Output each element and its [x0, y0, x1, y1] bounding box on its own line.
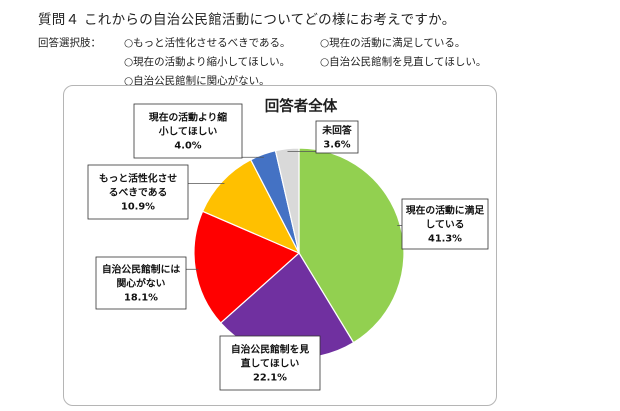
- label-box: [219, 335, 321, 391]
- question-title: 質問４ これからの自治公民館活動についてどの様にお考えですか。: [38, 12, 456, 28]
- label-box: [87, 164, 189, 220]
- slice-labels: 現在の活動に満足している41.3%自治公民館制を見直してほしい22.1%自治公民…: [87, 103, 489, 391]
- slice-percent: 10.9%: [121, 202, 155, 213]
- slice-name: 小してほしい: [159, 125, 218, 138]
- slice-label: 現在の活動より縮小してほしい 4.0%: [133, 103, 243, 159]
- slice-label: 現在の活動に満足している 41.3%: [401, 198, 489, 250]
- slice-name: 現在の活動より縮: [149, 111, 227, 124]
- label-box: [401, 198, 489, 250]
- slice-name: 現在の活動に満足: [406, 204, 485, 217]
- slice-name: 自治公民館制を見: [231, 343, 310, 356]
- pie-slice: [201, 158, 301, 255]
- label-box: [315, 120, 359, 154]
- slice-name: もっと活性化させ: [99, 172, 178, 185]
- slice-percent: 22.1%: [253, 373, 287, 384]
- slice-percent: 3.6%: [323, 140, 350, 151]
- option-item: ○現在の活動に満足している。: [320, 37, 466, 49]
- label-box: [133, 103, 243, 159]
- slice-name: 未回答: [322, 124, 352, 137]
- label-box: [95, 256, 187, 310]
- pie-slice: [274, 147, 300, 254]
- slice-percent: 18.1%: [124, 293, 158, 304]
- slice-name: るべきである: [109, 187, 168, 199]
- slice-label: もっと活性化させるべきである 10.9%: [87, 164, 189, 220]
- slice-label: 未回答 3.6%: [315, 120, 359, 154]
- options-prefix: 回答選択肢：: [38, 37, 101, 49]
- leader-lines: [186, 151, 402, 270]
- pie-chart: 回答者全体 現在の活動に満足している 41.3% 自治公民館制を見直してほしい 22.…: [87, 97, 489, 391]
- chart-frame: 回答者全体 現在の活動に満足 している 41.3% 自治公民館制を見 直してほしい 22.…: [63, 85, 497, 406]
- pie-slice: [298, 147, 405, 344]
- slice-name: 自治公民館制には: [102, 263, 181, 276]
- option-item: ○自治公民館制を見直してほしい。: [320, 56, 487, 68]
- chart-title: 回答者全体: [265, 97, 338, 115]
- slice-percent: 41.3%: [428, 234, 462, 245]
- slice-name: 関心がない: [117, 277, 166, 290]
- pie-slice: [193, 210, 301, 324]
- slice-label: 自治公民館制を見直してほしい 22.1%: [219, 335, 321, 391]
- slice-name: 直してほしい: [241, 357, 300, 370]
- pie-slices: [193, 147, 405, 359]
- slice-name: している: [426, 219, 465, 231]
- option-item: ○現在の活動より縮小してほしい。: [124, 56, 291, 68]
- slice-percent: 4.0%: [174, 141, 201, 152]
- option-item: ○もっと活性化させるべきである。: [124, 37, 291, 49]
- option-item: ○自治公民館制に関心がない。: [124, 75, 270, 87]
